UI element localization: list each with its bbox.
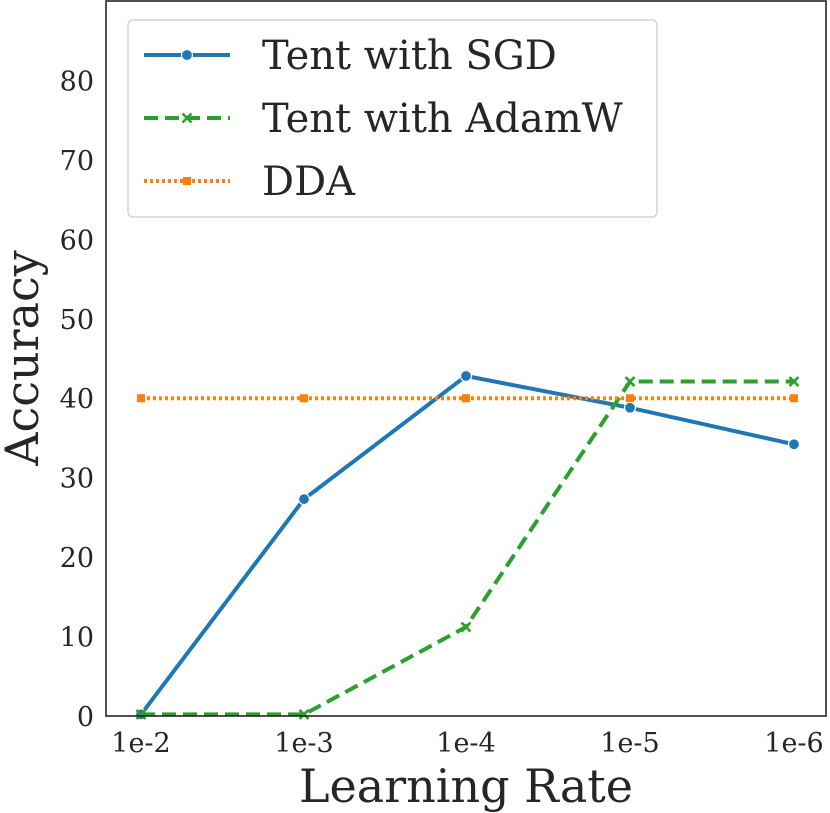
legend-marker (180, 48, 194, 62)
y-tick-label: 80 (60, 66, 94, 97)
legend-marker (183, 177, 191, 185)
legend-label: Tent with SGD (262, 33, 557, 79)
x-tick-label: 1e-3 (274, 728, 333, 759)
y-tick-label: 60 (60, 225, 94, 256)
series-2 (137, 394, 798, 403)
series-0 (134, 369, 801, 721)
x-tick-label: 1e-5 (600, 728, 659, 759)
data-point (137, 394, 145, 403)
data-point (790, 394, 798, 403)
legend-marker (181, 112, 193, 124)
x-tick-label: 1e-4 (436, 728, 495, 759)
x-tick-label: 1e-6 (764, 728, 823, 759)
series-1 (135, 376, 800, 720)
y-tick-label: 0 (77, 702, 94, 733)
legend-label: Tent with AdamW (262, 96, 623, 142)
data-point (787, 438, 801, 451)
data-point (462, 394, 470, 403)
data-point (300, 394, 308, 403)
data-point (624, 376, 636, 387)
data-point (135, 708, 147, 720)
data-point (623, 401, 637, 414)
data-point (297, 493, 311, 506)
x-tick-label: 1e-2 (111, 728, 170, 759)
legend-box (127, 19, 658, 218)
data-point (298, 708, 310, 720)
plot-frame (105, 0, 827, 717)
y-tick-label: 70 (60, 146, 94, 177)
series-line (141, 379, 794, 717)
x-axis-title: Learning Rate (299, 759, 633, 813)
plot-area (134, 369, 801, 721)
data-point (788, 376, 800, 387)
legend-label: DDA (262, 159, 356, 205)
legend: Tent with SGD Tent with AdamW DDA (127, 19, 658, 218)
y-axis: 0 10 20 30 40 50 60 70 80 (60, 66, 94, 733)
y-tick-label: 50 (60, 305, 94, 336)
y-tick-label: 20 (60, 543, 94, 574)
y-axis-title: Accuracy (0, 250, 49, 467)
data-point (459, 369, 473, 383)
data-point (626, 394, 634, 403)
series-line (139, 373, 795, 716)
y-tick-label: 40 (60, 384, 94, 415)
x-axis: 1e-2 1e-3 1e-4 1e-5 1e-6 (111, 728, 823, 759)
y-tick-label: 10 (60, 623, 94, 654)
data-point (460, 621, 472, 633)
y-tick-label: 30 (60, 464, 94, 495)
